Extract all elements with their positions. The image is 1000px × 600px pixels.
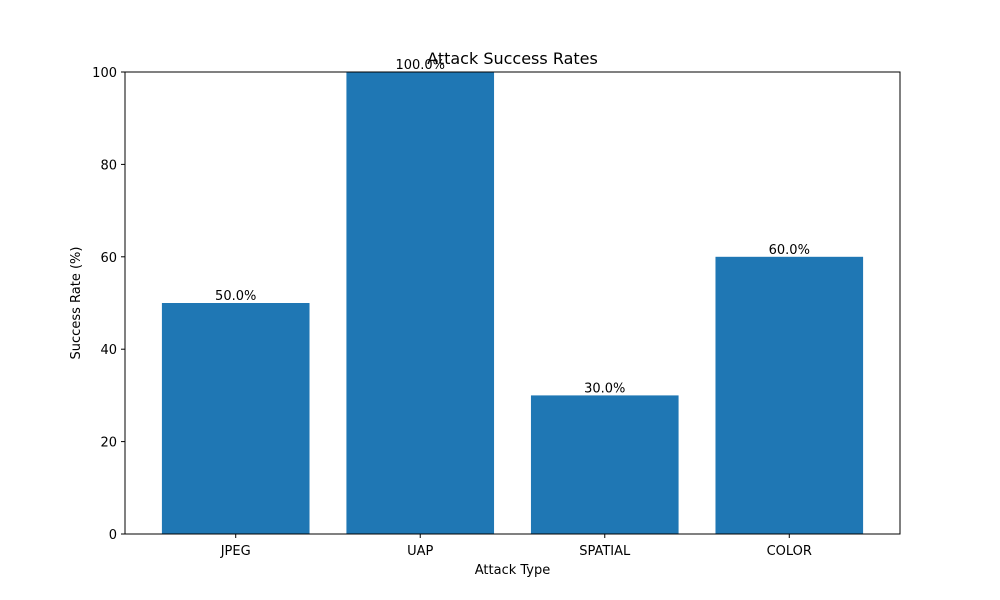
y-axis-label: Success Rate (%) [69,247,84,360]
data-label-color: 60.0% [769,243,810,258]
data-labels-layer: 50.0% 100.0% 30.0% 60.0% [215,58,810,396]
y-tick-label-0: 0 [109,528,117,543]
bar-spatial [530,395,679,534]
bar-jpeg [161,303,310,534]
data-label-uap: 100.0% [395,58,445,73]
x-axis-label: Attack Type [475,563,551,578]
y-tick-label-40: 40 [100,343,117,358]
bars-layer [161,72,864,534]
data-label-spatial: 30.0% [584,381,625,396]
y-tick-label-60: 60 [100,251,117,266]
bar-uap [346,72,495,534]
x-axis: JPEG UAP SPATIAL COLOR [220,534,812,559]
y-tick-label-20: 20 [100,436,117,451]
plot-frame [124,71,901,535]
chart-title: Attack Success Rates [427,49,598,68]
x-tick-label-color: COLOR [767,544,812,559]
x-tick-label-jpeg: JPEG [220,544,251,559]
y-tick-label-80: 80 [100,158,117,173]
y-axis: 0 20 40 60 80 100 [92,66,125,543]
x-tick-label-spatial: SPATIAL [579,544,631,559]
bar-color [715,256,864,534]
x-tick-label-uap: UAP [407,544,433,559]
data-label-jpeg: 50.0% [215,289,256,304]
y-tick-label-100: 100 [92,66,117,81]
